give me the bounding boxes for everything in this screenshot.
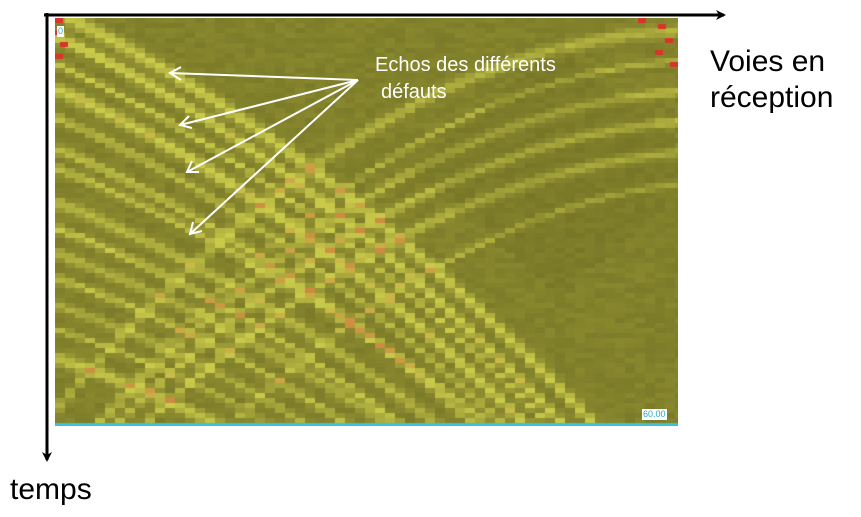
scan-end-value: 60.00 <box>642 409 667 420</box>
annotation-arrow-2 <box>179 79 359 126</box>
x-axis-label: Voies en réception <box>710 44 833 116</box>
annotation-arrow-3-head <box>185 160 199 173</box>
annotation-line-2: défauts <box>381 81 447 103</box>
annotation-arrow-3 <box>186 79 359 173</box>
annotation-arrow-1 <box>169 72 359 81</box>
x-axis-label-line-2: réception <box>710 81 834 114</box>
annotation-arrow-1-head <box>168 66 182 81</box>
y-axis-label: temps <box>10 473 92 506</box>
scan-start-value: 0 <box>57 26 65 37</box>
annotation-arrow-4-head <box>188 221 203 236</box>
annotation-arrow-2-head <box>178 115 193 129</box>
annotation-line-1: Echos des différents <box>375 54 556 76</box>
defect-echoes-annotation: Echos des différents défauts <box>375 52 556 106</box>
annotation-arrow-4 <box>189 79 359 235</box>
ultrasound-scan-image <box>55 18 678 426</box>
x-axis-label-line-1: Voies en <box>710 45 826 78</box>
annotation-arrows <box>168 66 359 236</box>
